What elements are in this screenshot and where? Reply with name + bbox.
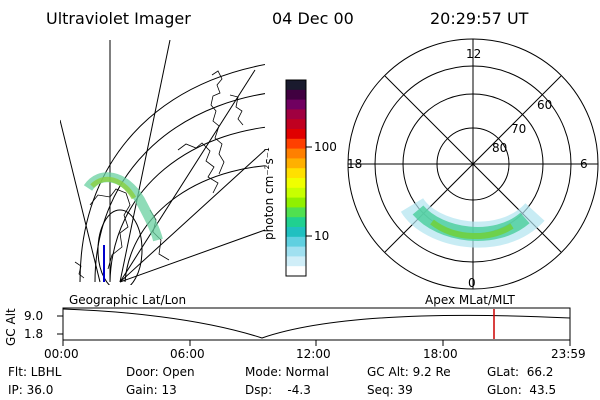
colorbar-segment — [286, 227, 306, 238]
mlt-label-12: 12 — [466, 47, 482, 61]
altitude-axis-label: GC Alt — [4, 308, 18, 346]
colorbar-segment — [286, 207, 306, 218]
geographic-map — [60, 40, 265, 285]
colorbar-segment — [286, 266, 306, 277]
time-tick-1200: 12:00 — [296, 347, 331, 361]
colorbar-segment — [286, 138, 306, 150]
color-scale-bar — [286, 80, 306, 277]
colorbar-tick-100: 100 — [314, 140, 337, 154]
aurora-oval — [400, 197, 545, 248]
orbit-altitude-plot — [57, 307, 571, 346]
time-tick-0000: 00:00 — [44, 347, 79, 361]
colorbar-segment — [286, 119, 306, 130]
colorbar-tick-10: 10 — [314, 229, 330, 243]
polar-caption: Apex MLat/MLT — [425, 293, 515, 307]
image-time: 20:29:57 UT — [430, 9, 529, 28]
colorbar-unit-label: photon cm⁻²s⁻¹ — [262, 147, 276, 240]
colorbar-segment — [286, 197, 306, 208]
colorbar-segment — [286, 246, 306, 257]
mlat-label-70: 70 — [511, 122, 527, 136]
altitude-tick-1-8: 1.8 — [24, 327, 44, 341]
colorbar-segment — [286, 99, 306, 110]
colorbar-segment — [286, 109, 306, 120]
time-tick-1800: 18:00 — [423, 347, 458, 361]
colorbar-segment — [286, 89, 306, 101]
status-seq: Seq: 39 — [367, 383, 413, 397]
time-tick-0600: 06:00 — [170, 347, 205, 361]
colorbar-segment — [286, 148, 306, 159]
colorbar-segment — [286, 217, 306, 228]
mlt-label-0: 0 — [468, 276, 476, 290]
status-glat: GLat: 66.2 — [487, 365, 554, 379]
altitude-tick-9: 9.0 — [24, 309, 44, 323]
status-ip: IP: 36.0 — [8, 383, 54, 397]
status-gain: Gain: 13 — [126, 383, 177, 397]
mlat-label-60: 60 — [537, 98, 553, 112]
status-glon: GLon: 43.5 — [487, 383, 557, 397]
geographic-caption: Geographic Lat/Lon — [69, 293, 187, 307]
status-dsp: Dsp: -4.3 — [245, 383, 311, 397]
status-gc-alt: GC Alt: 9.2 Re — [367, 365, 451, 379]
colorbar-segment — [286, 236, 306, 248]
colorbar-segment — [286, 158, 306, 169]
colorbar-segment — [286, 187, 306, 199]
colorbar-segment — [286, 80, 306, 91]
colorbar-segment — [286, 178, 306, 189]
mlt-label-6: 6 — [580, 157, 588, 171]
colorbar-segment — [286, 256, 306, 267]
colorbar-segment — [286, 168, 306, 179]
time-tick-2359: 23:59 — [551, 347, 586, 361]
mlt-label-18: 18 — [347, 157, 363, 171]
colorbar-segment — [286, 129, 306, 140]
status-filter: Flt: LBHL — [8, 365, 62, 379]
image-date: 04 Dec 00 — [272, 9, 354, 28]
instrument-title: Ultraviolet Imager — [46, 9, 191, 28]
status-mode: Mode: Normal — [245, 365, 329, 379]
status-door: Door: Open — [126, 365, 195, 379]
mlat-label-80: 80 — [492, 141, 508, 155]
polar-mlt-plot — [347, 38, 599, 290]
